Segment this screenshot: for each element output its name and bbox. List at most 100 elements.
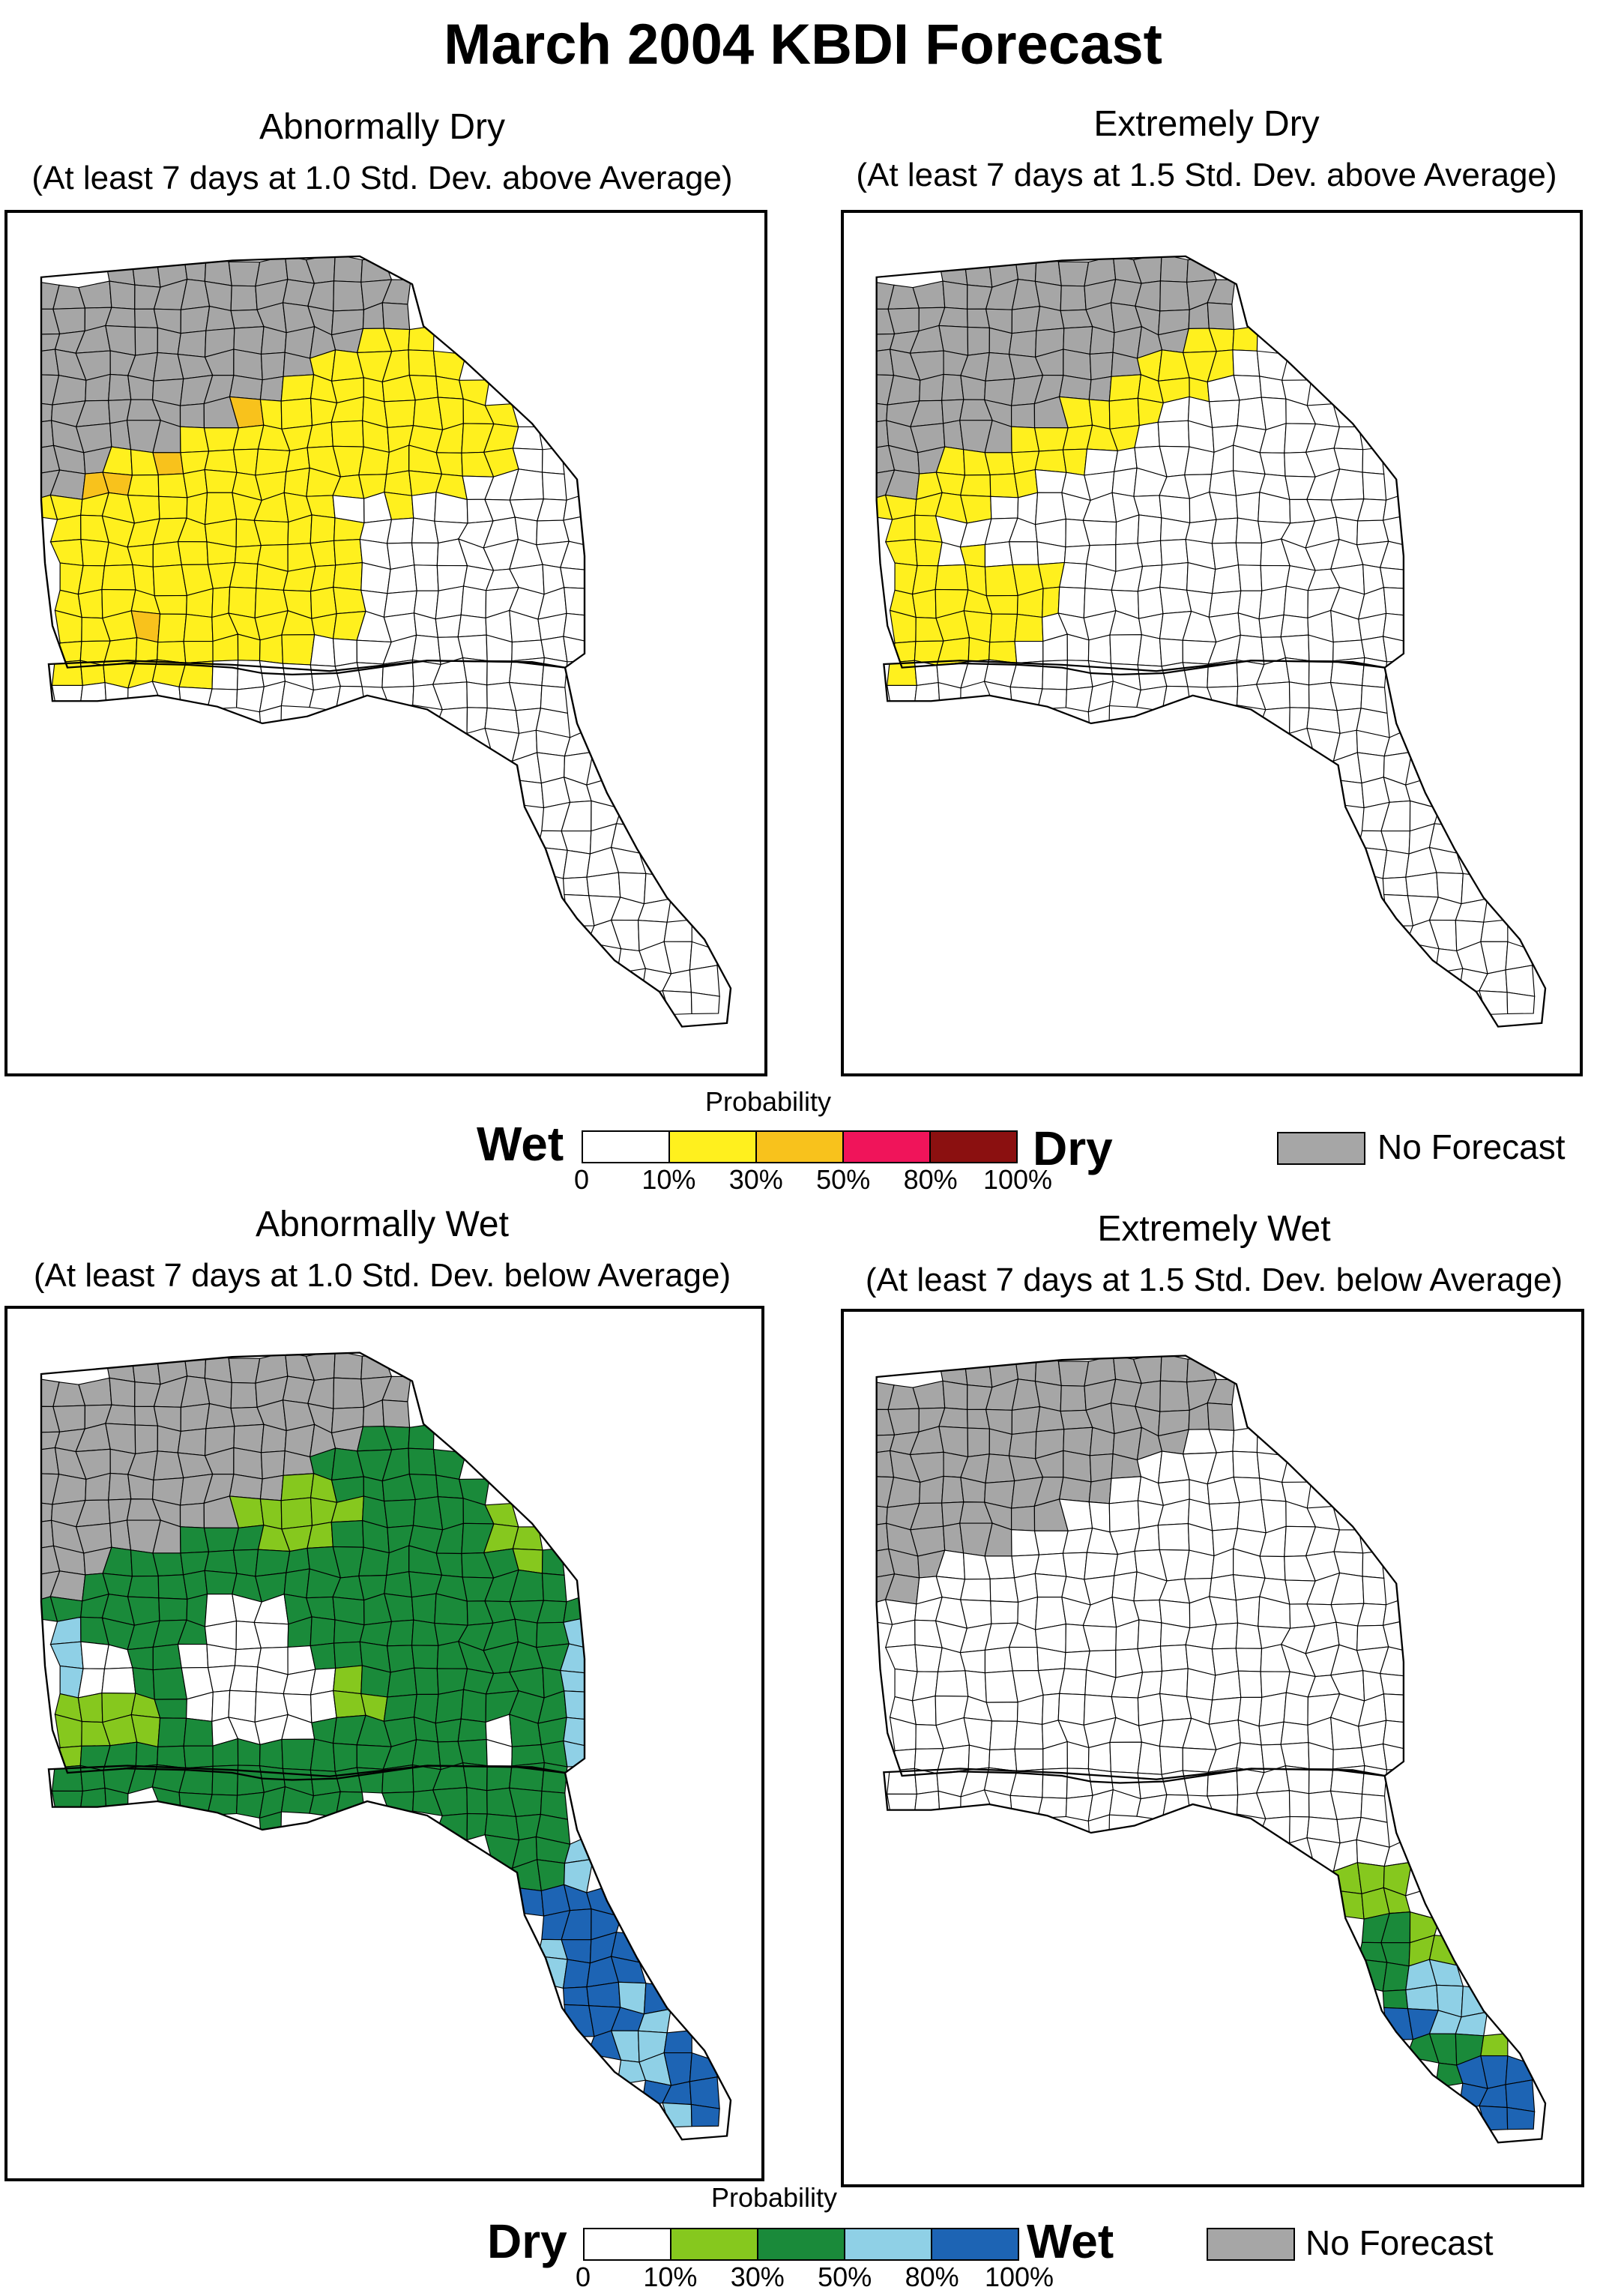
county <box>260 1450 286 1480</box>
county <box>411 491 437 522</box>
county <box>1159 1668 1189 1698</box>
county <box>1057 586 1086 619</box>
county <box>408 1423 435 1450</box>
panel-subtitle-extremely-wet: (At least 7 days at 1.5 Std. Dev. below … <box>865 1262 1563 1298</box>
county <box>1057 1361 1090 1387</box>
county <box>384 470 413 496</box>
county <box>466 1786 488 1815</box>
county <box>158 495 188 519</box>
legend-dry-caption: Probability <box>704 1086 832 1117</box>
county <box>1159 1380 1190 1412</box>
county <box>108 1472 132 1501</box>
legend-tick-label: 50% <box>816 1164 871 1195</box>
county <box>152 1643 182 1671</box>
legend-swatch-4 <box>931 1132 1016 1162</box>
legend-swatch-1 <box>670 1132 757 1162</box>
county <box>310 1642 336 1670</box>
county <box>1034 1573 1067 1598</box>
county <box>1109 1741 1143 1774</box>
legend-wet-colorbar <box>583 2228 1019 2261</box>
county <box>1137 586 1164 619</box>
county <box>1258 614 1285 638</box>
county <box>333 256 363 283</box>
county <box>1506 2106 1536 2130</box>
county <box>562 849 591 879</box>
legend-swatch-4 <box>932 2229 1018 2259</box>
county <box>1159 1644 1189 1672</box>
county <box>157 1574 188 1600</box>
florida-outline <box>47 1765 732 2141</box>
county <box>158 1597 188 1621</box>
county <box>333 1352 363 1380</box>
county <box>280 1497 313 1530</box>
county <box>1088 1477 1112 1504</box>
county <box>310 633 336 667</box>
legend-dry-colorbar <box>582 1130 1018 1163</box>
no-forecast-swatch-top <box>1277 1132 1365 1165</box>
county <box>131 259 161 288</box>
county <box>1209 1574 1237 1601</box>
county <box>204 1352 232 1384</box>
county <box>1232 1450 1261 1479</box>
county <box>1382 492 1407 521</box>
county <box>414 1667 439 1695</box>
county <box>1362 447 1385 475</box>
county <box>990 1600 1019 1624</box>
county <box>1358 846 1388 879</box>
county <box>333 1641 363 1669</box>
county <box>984 452 1015 476</box>
county <box>408 325 435 352</box>
county <box>233 1447 263 1480</box>
county <box>1288 1789 1310 1818</box>
county <box>1063 545 1090 564</box>
county <box>283 467 310 497</box>
county <box>1211 1670 1242 1701</box>
county <box>286 447 310 472</box>
county <box>1232 349 1261 377</box>
panel-subtitle-abnormally-wet: (At least 7 days at 1.0 Std. Dev. below … <box>33 1257 731 1294</box>
county <box>310 1616 336 1647</box>
county <box>154 1699 187 1719</box>
county <box>914 1644 943 1672</box>
county <box>381 1399 411 1428</box>
county <box>967 636 991 663</box>
county <box>178 686 213 711</box>
county <box>408 1447 437 1476</box>
county <box>1335 779 1365 809</box>
county <box>41 420 55 451</box>
county <box>152 1552 184 1577</box>
county <box>184 1352 207 1379</box>
county <box>229 1474 263 1500</box>
legend-swatch-2 <box>757 1132 844 1162</box>
county <box>358 1546 390 1576</box>
county <box>234 545 262 564</box>
county <box>912 1380 946 1409</box>
legend-tick-label: 10% <box>642 1164 696 1195</box>
county <box>1382 1597 1407 1627</box>
county <box>1042 586 1060 618</box>
county <box>204 1570 238 1595</box>
county <box>432 1448 467 1480</box>
county <box>230 1381 258 1409</box>
county <box>127 1575 160 1599</box>
county <box>1137 540 1163 567</box>
county <box>1362 471 1387 501</box>
county <box>1283 585 1309 619</box>
county <box>1159 638 1183 667</box>
county <box>562 876 590 897</box>
county-grid <box>40 255 732 1028</box>
county <box>988 641 1018 664</box>
county <box>435 614 462 638</box>
county <box>411 1645 439 1669</box>
county <box>1062 1552 1088 1580</box>
county <box>434 707 468 734</box>
county <box>1034 1355 1062 1387</box>
county <box>229 561 259 589</box>
county <box>1237 564 1263 591</box>
county <box>541 1762 568 1794</box>
county <box>1211 1648 1240 1676</box>
county <box>457 1718 487 1742</box>
county <box>330 420 364 448</box>
county <box>1209 470 1237 496</box>
county <box>435 1689 465 1724</box>
